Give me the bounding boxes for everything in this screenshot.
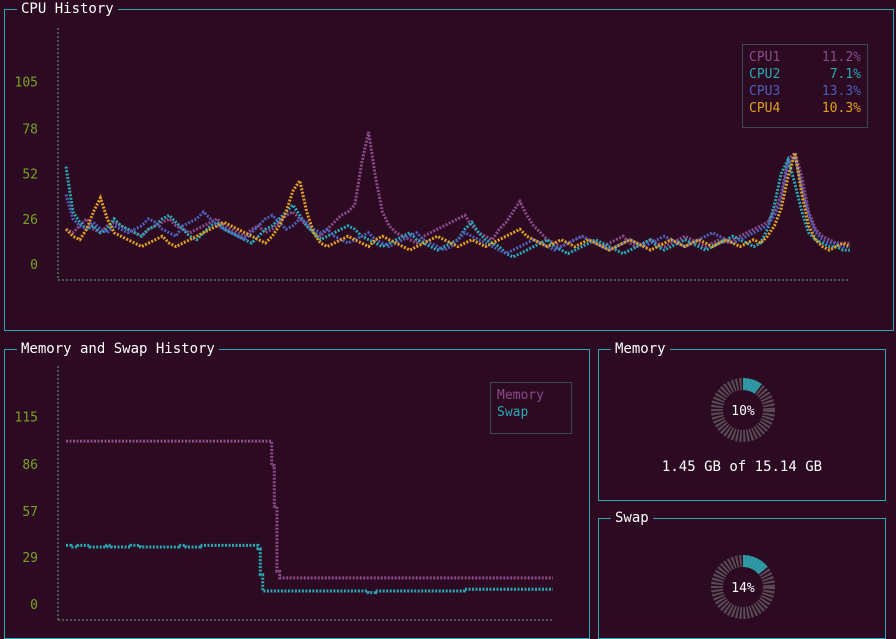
- cpu-legend-row: CPU1 11.2%: [749, 49, 861, 66]
- cpu-legend-row: CPU2 7.1%: [749, 66, 861, 83]
- memory-panel-title: Memory: [611, 340, 670, 358]
- gauge-percent: 10%: [731, 404, 755, 419]
- cpu-history-panel: CPU History 0 26 52 78 105 CPU1 11.2% CPU2 7…: [4, 0, 894, 331]
- gauge-percent: 14%: [731, 581, 755, 596]
- memory-gauge: 10%: [711, 378, 775, 442]
- cpu-legend-name: CPU1: [749, 50, 781, 65]
- gauge-track: [711, 555, 775, 619]
- y-tick-label: 0: [30, 598, 38, 613]
- memory-caption: 1.45 GB of 15.14 GB: [661, 459, 823, 475]
- y-tick-label: 52: [22, 168, 38, 183]
- y-tick-label: 26: [22, 213, 38, 228]
- cpu-legend-name: CPU3: [749, 84, 781, 99]
- memory-panel: Memory 10% 1.45 GB of 15.14 GB: [598, 340, 886, 501]
- memswap-history-panel: Memory and Swap History 0 29 57 86 115 Memor…: [4, 340, 590, 639]
- cpu-legend-name: CPU4: [749, 101, 781, 116]
- cpu-history-title: CPU History: [17, 0, 118, 18]
- cpu-legend-name: CPU2: [749, 67, 781, 82]
- series-line-swap: [66, 543, 553, 595]
- y-tick-label: 0: [30, 258, 38, 273]
- gauge-track: [711, 378, 775, 442]
- y-tick-label: 29: [22, 551, 38, 566]
- memswap-legend-memory: Memory: [497, 388, 544, 403]
- swap-panel: Swap 14%: [598, 509, 886, 639]
- swap-panel-title: Swap: [611, 509, 653, 527]
- swap-gauge: 14%: [711, 555, 775, 619]
- memswap-history-chart: 0 29 57 86 115: [15, 366, 553, 621]
- cpu-legend-value: 7.1%: [829, 67, 861, 82]
- y-tick-label: 57: [22, 505, 38, 520]
- cpu-legend-value: 13.3%: [821, 84, 861, 99]
- cpu-legend-value: 11.2%: [821, 50, 861, 65]
- memswap-history-title: Memory and Swap History: [17, 340, 219, 358]
- cpu-legend-row: CPU3 13.3%: [749, 83, 861, 100]
- y-tick-label: 78: [22, 122, 38, 137]
- cpu-legend: CPU1 11.2% CPU2 7.1% CPU3 13.3% CPU4 10.…: [742, 44, 868, 128]
- memswap-legend-swap: Swap: [497, 405, 529, 420]
- y-tick-label: 86: [22, 458, 38, 473]
- series-line-cpu4: [64, 152, 851, 252]
- gauge-fill: [711, 555, 775, 619]
- series-line-cpu1: [65, 131, 850, 249]
- series-line-memory: [66, 439, 553, 580]
- cpu-legend-row: CPU4 10.3%: [749, 100, 861, 117]
- gauge-fill: [711, 378, 775, 442]
- series-line-cpu3: [64, 153, 850, 256]
- memswap-legend: Memory Swap: [490, 382, 572, 434]
- cpu-legend-value: 10.3%: [821, 101, 861, 116]
- y-tick-label: 115: [15, 411, 38, 426]
- y-tick-label: 105: [15, 75, 38, 90]
- cpu-history-chart: 0 26 52 78 105: [15, 28, 851, 281]
